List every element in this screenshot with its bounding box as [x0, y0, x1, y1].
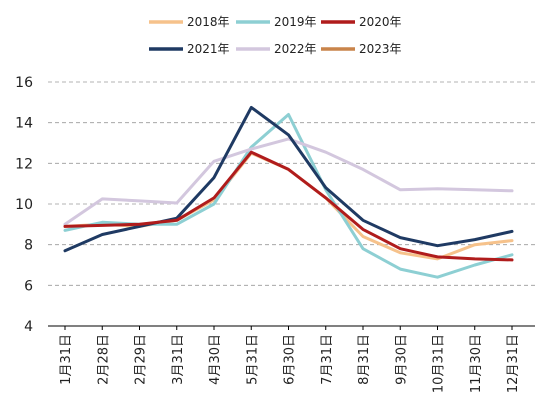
legend-item: 2018年 — [149, 15, 230, 29]
legend: 2018年 2019年 2020年 2021年 2022年 2023年 — [149, 15, 402, 56]
x-tick-label: 11月30日 — [469, 334, 484, 393]
legend-item: 2022年 — [236, 42, 317, 56]
x-tick-label: 12月31日 — [506, 334, 521, 393]
series-line-2022年 — [63, 137, 514, 226]
x-tick-label: 3月31日 — [171, 334, 186, 385]
series-line-2020年 — [63, 150, 514, 262]
gridlines — [48, 81, 535, 286]
x-tick-label: 6月30日 — [283, 334, 298, 385]
legend-item: 2023年 — [321, 42, 402, 56]
legend-item: 2021年 — [149, 42, 230, 56]
x-tick-label: 2月28日 — [96, 334, 111, 385]
series-line-2021年 — [63, 105, 514, 253]
legend-item: 2020年 — [321, 15, 402, 29]
x-tick-label: 4月30日 — [208, 334, 223, 385]
y-tick-label: 4 — [24, 319, 33, 335]
y-tick-label: 8 — [24, 238, 33, 254]
y-tick-label: 10 — [15, 197, 33, 213]
x-tick-label: 7月31日 — [320, 334, 335, 385]
x-axis: 1月31日 2月28日 2月29日 3月31日 4月30日 5月31日 6月30日 7月31日… — [48, 325, 535, 393]
x-tick-label: 9月30日 — [394, 334, 409, 385]
series-lines — [63, 105, 514, 279]
x-tick-label: 10月31日 — [432, 334, 447, 393]
legend-label: 2018年 — [187, 15, 230, 29]
x-tick-label: 5月31日 — [245, 334, 260, 385]
x-tick-label: 2月29日 — [134, 334, 149, 385]
x-tick-label: 1月31日 — [59, 334, 74, 385]
legend-label: 2023年 — [359, 42, 402, 56]
legend-label: 2019年 — [274, 15, 317, 29]
legend-item: 2019年 — [236, 15, 317, 29]
y-tick-label: 14 — [15, 116, 33, 132]
y-tick-label: 16 — [15, 75, 33, 91]
y-axis: 4 6 8 10 12 14 16 — [15, 75, 33, 335]
y-tick-label: 6 — [24, 278, 33, 294]
legend-label: 2020年 — [359, 15, 402, 29]
legend-label: 2022年 — [274, 42, 317, 56]
x-tick-label: 8月31日 — [357, 334, 372, 385]
y-tick-label: 12 — [15, 156, 33, 172]
legend-label: 2021年 — [187, 42, 230, 56]
